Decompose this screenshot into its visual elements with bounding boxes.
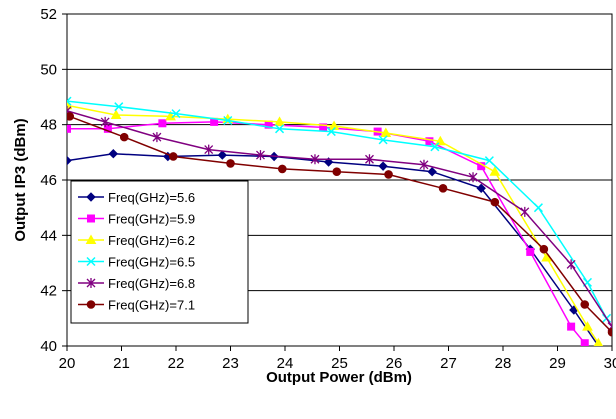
legend-label: Freq(GHz)=5.6 [108, 190, 195, 205]
data-point [169, 153, 177, 161]
data-point [439, 185, 447, 193]
data-point [568, 323, 575, 330]
data-point [227, 160, 235, 168]
data-point [120, 133, 128, 141]
legend-marker [88, 215, 95, 222]
legend-label: Freq(GHz)=6.8 [108, 276, 195, 291]
y-tick-label: 52 [40, 6, 57, 23]
legend-marker [87, 301, 95, 309]
data-point [540, 245, 548, 253]
data-point [385, 171, 393, 179]
x-tick-label: 21 [113, 355, 130, 372]
data-point [608, 328, 616, 336]
y-tick-label: 44 [40, 227, 57, 244]
y-tick-label: 46 [40, 172, 57, 189]
y-axis-title: Output IP3 (dBm) [12, 118, 29, 241]
data-point [491, 198, 499, 206]
legend-label: Freq(GHz)=6.5 [108, 255, 195, 270]
data-point [278, 165, 286, 173]
x-tick-label: 29 [549, 355, 566, 372]
x-tick-label: 22 [168, 355, 185, 372]
data-point [333, 168, 341, 176]
data-point [64, 125, 71, 132]
legend: Freq(GHz)=5.6 Freq(GHz)=5.9 Freq(GHz)=6.2 F… [71, 181, 248, 323]
data-point [581, 340, 588, 347]
x-tick-label: 28 [495, 355, 512, 372]
data-point [581, 301, 589, 309]
x-tick-label: 20 [59, 355, 76, 372]
y-tick-label: 48 [40, 117, 57, 134]
data-point [527, 248, 534, 255]
y-tick-label: 50 [40, 61, 57, 78]
x-tick-label: 30 [604, 355, 616, 372]
legend-label: Freq(GHz)=5.9 [108, 212, 195, 227]
y-tick-label: 42 [40, 283, 57, 300]
y-axis: 40 42 44 46 48 50 52 [40, 6, 67, 355]
data-point [159, 120, 166, 127]
x-tick-label: 27 [440, 355, 457, 372]
y-tick-label: 40 [40, 338, 57, 355]
data-point [66, 113, 74, 121]
legend-label: Freq(GHz)=7.1 [108, 298, 195, 313]
x-tick-label: 23 [222, 355, 239, 372]
x-axis-title: Output Power (dBm) [266, 369, 412, 386]
legend-label: Freq(GHz)=6.2 [108, 233, 195, 248]
